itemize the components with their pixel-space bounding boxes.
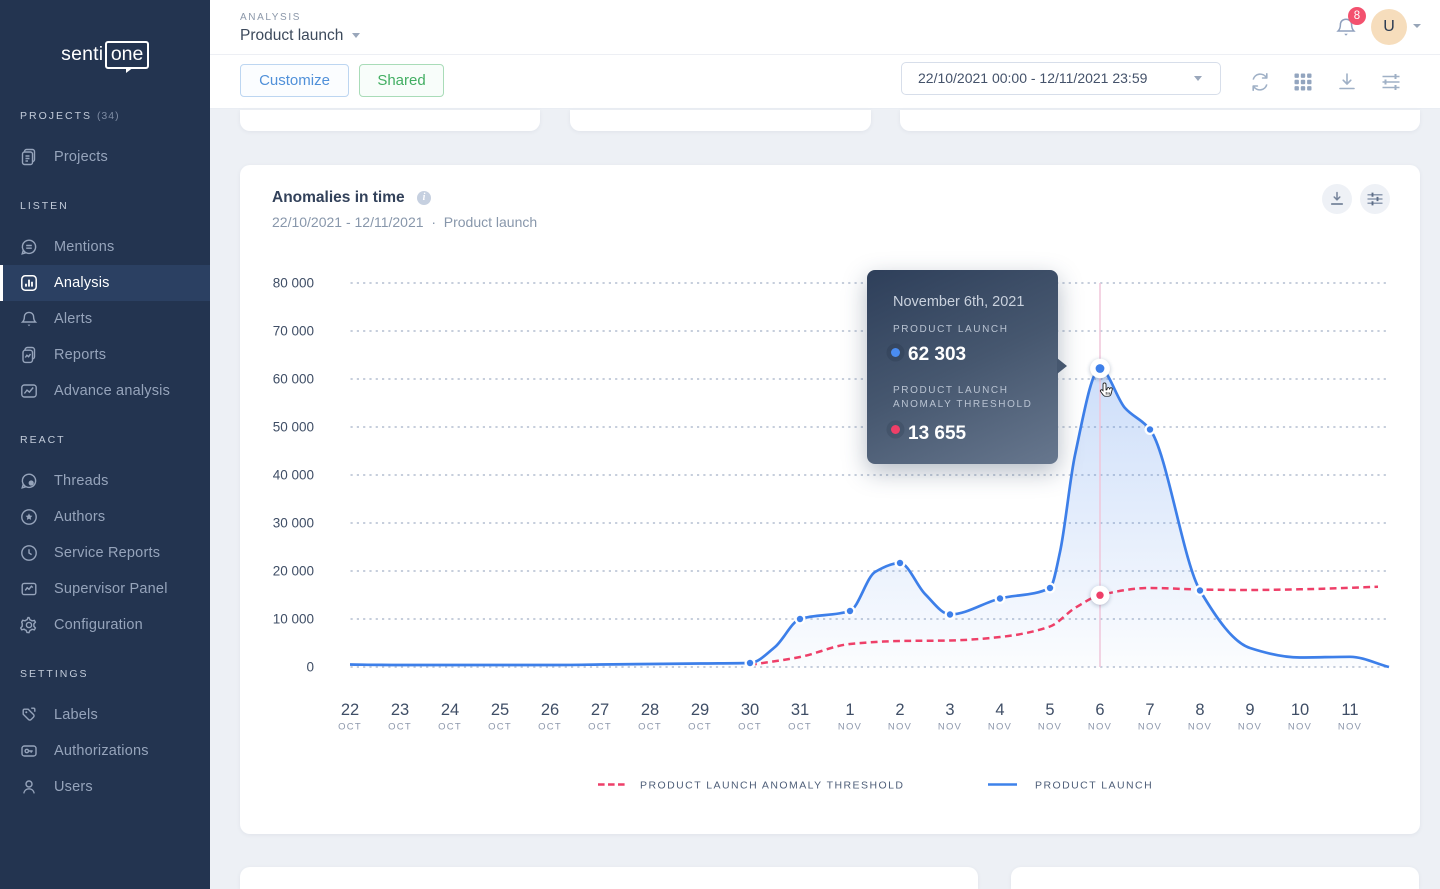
svg-text:5: 5 xyxy=(1045,701,1054,719)
svg-text:27: 27 xyxy=(591,701,609,719)
svg-text:20 000: 20 000 xyxy=(273,564,314,579)
svg-text:OCT: OCT xyxy=(688,722,712,733)
svg-text:24: 24 xyxy=(441,701,459,719)
svg-text:10: 10 xyxy=(1291,701,1309,719)
svg-text:9: 9 xyxy=(1245,701,1254,719)
svg-text:PRODUCT LAUNCH: PRODUCT LAUNCH xyxy=(1035,780,1153,792)
svg-text:OCT: OCT xyxy=(388,722,412,733)
svg-text:NOV: NOV xyxy=(1188,722,1212,733)
svg-text:26: 26 xyxy=(541,701,559,719)
svg-text:OCT: OCT xyxy=(788,722,812,733)
svg-text:NOV: NOV xyxy=(888,722,912,733)
svg-text:NOV: NOV xyxy=(1038,722,1062,733)
svg-text:NOV: NOV xyxy=(1338,722,1362,733)
svg-text:40 000: 40 000 xyxy=(273,468,314,483)
svg-text:10 000: 10 000 xyxy=(273,612,314,627)
svg-text:28: 28 xyxy=(641,701,659,719)
svg-text:NOV: NOV xyxy=(1288,722,1312,733)
svg-text:0: 0 xyxy=(306,660,314,675)
svg-text:NOV: NOV xyxy=(938,722,962,733)
svg-text:2: 2 xyxy=(895,701,904,719)
svg-text:NOV: NOV xyxy=(838,722,862,733)
svg-text:4: 4 xyxy=(995,701,1004,719)
svg-text:3: 3 xyxy=(945,701,954,719)
svg-text:80 000: 80 000 xyxy=(273,276,314,291)
svg-text:PRODUCT LAUNCH ANOMALY THRESHO: PRODUCT LAUNCH ANOMALY THRESHOLD xyxy=(640,780,904,792)
svg-text:OCT: OCT xyxy=(438,722,462,733)
svg-text:50 000: 50 000 xyxy=(273,420,314,435)
svg-text:7: 7 xyxy=(1145,701,1154,719)
svg-text:30: 30 xyxy=(741,701,759,719)
svg-text:25: 25 xyxy=(491,701,509,719)
svg-text:OCT: OCT xyxy=(738,722,762,733)
svg-text:NOV: NOV xyxy=(1238,722,1262,733)
svg-text:22: 22 xyxy=(341,701,359,719)
svg-text:11: 11 xyxy=(1341,701,1358,719)
svg-text:OCT: OCT xyxy=(488,722,512,733)
svg-text:NOV: NOV xyxy=(1138,722,1162,733)
svg-text:60 000: 60 000 xyxy=(273,372,314,387)
svg-text:30 000: 30 000 xyxy=(273,516,314,531)
svg-text:NOV: NOV xyxy=(1088,722,1112,733)
svg-text:70 000: 70 000 xyxy=(273,324,314,339)
svg-text:OCT: OCT xyxy=(638,722,662,733)
svg-text:23: 23 xyxy=(391,701,409,719)
svg-text:8: 8 xyxy=(1195,701,1204,719)
svg-text:NOV: NOV xyxy=(988,722,1012,733)
svg-text:OCT: OCT xyxy=(338,722,362,733)
svg-text:OCT: OCT xyxy=(538,722,562,733)
svg-text:6: 6 xyxy=(1095,701,1104,719)
svg-text:31: 31 xyxy=(791,701,809,719)
svg-text:OCT: OCT xyxy=(588,722,612,733)
svg-text:1: 1 xyxy=(845,701,854,719)
svg-text:29: 29 xyxy=(691,701,709,719)
